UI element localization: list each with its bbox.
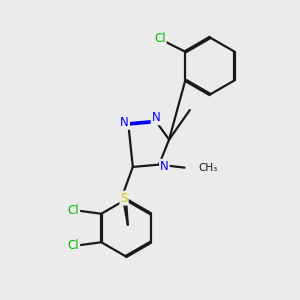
Text: CH₃: CH₃ xyxy=(198,163,217,172)
Text: N: N xyxy=(152,111,160,124)
Text: S: S xyxy=(120,192,128,205)
Text: Cl: Cl xyxy=(154,32,166,45)
Text: Cl: Cl xyxy=(68,239,79,252)
Text: N: N xyxy=(160,160,169,172)
Text: Cl: Cl xyxy=(68,204,79,217)
Text: N: N xyxy=(120,116,129,129)
